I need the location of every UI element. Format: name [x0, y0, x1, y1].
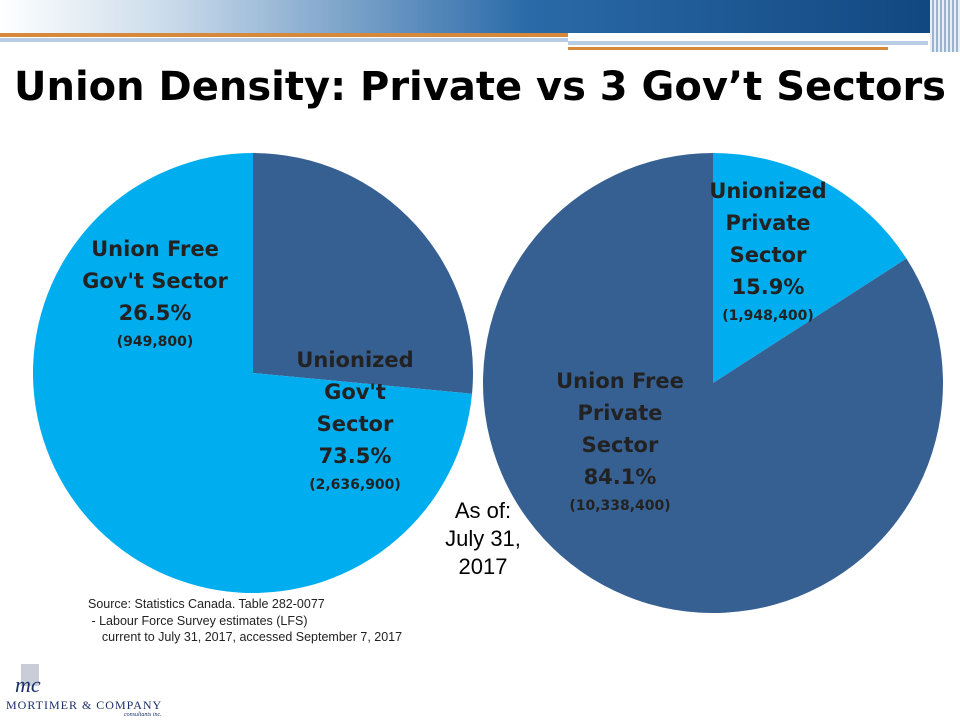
slice-percent-label: 73.5% — [319, 444, 392, 468]
as-of-line: 2017 — [458, 554, 508, 579]
as-of-line: As of: — [454, 498, 512, 523]
slice-percent-label: 26.5% — [119, 301, 192, 325]
slice-label: Union Free — [91, 237, 219, 261]
source-line: - Labour Force Survey estimates (LFS) — [88, 613, 308, 628]
source-note: Source: Statistics Canada. Table 282-007… — [88, 596, 402, 646]
pie-slice — [253, 153, 473, 394]
logo-mark-icon: mc — [15, 664, 41, 697]
slice-label: Sector — [317, 412, 394, 436]
slide-title: Union Density: Private vs 3 Gov’t Sector… — [14, 64, 946, 110]
as-of-line: July 31, — [445, 526, 521, 551]
slice-label: Union Free — [556, 369, 684, 393]
logo-name: MORTIMER & COMPANY — [6, 698, 163, 712]
header-bar — [0, 0, 960, 33]
slice-label: Gov't Sector — [82, 269, 228, 293]
slice-label: Sector — [730, 243, 807, 267]
slice-label: Private — [725, 211, 810, 235]
slice-count-label: (949,800) — [117, 334, 194, 350]
source-line: current to July 31, 2017, accessed Septe… — [88, 630, 403, 644]
slice-label: Gov't — [324, 380, 386, 404]
government-pie-chart: Union Free Gov't Sector 26.5% (949,800) Unio… — [32, 153, 473, 593]
slice-label: Sector — [582, 433, 659, 457]
slice-count-label: (1,948,400) — [722, 308, 814, 324]
slice-percent-label: 15.9% — [732, 275, 805, 299]
private-pie-chart: Unionized Private Sector 15.9% (1,948,400) Un… — [483, 153, 944, 613]
header-stripes — [930, 0, 960, 52]
slice-percent-label: 84.1% — [584, 465, 657, 489]
slice-count-label: (2,636,900) — [309, 477, 401, 493]
company-logo: mc MORTIMER & COMPANY consultants inc. — [6, 662, 206, 720]
pie-slice — [32, 153, 473, 593]
slice-label: Unionized — [296, 348, 413, 372]
blue-rule — [0, 38, 568, 42]
orange-rule — [0, 33, 568, 37]
pie-slice — [483, 153, 944, 613]
slice-label: Unionized — [709, 179, 826, 203]
as-of-note: As of: July 31, 2017 — [430, 497, 536, 581]
logo-subtitle: consultants inc. — [124, 712, 162, 718]
slice-count-label: (10,338,400) — [569, 498, 670, 514]
orange-rule-right — [568, 47, 888, 50]
source-line: Source: Statistics Canada. Table 282-007… — [88, 597, 325, 611]
slice-label: Private — [577, 401, 662, 425]
blue-rule-right — [568, 41, 928, 45]
logo-mark-text: mc — [15, 672, 41, 697]
pie-slice — [713, 153, 907, 383]
